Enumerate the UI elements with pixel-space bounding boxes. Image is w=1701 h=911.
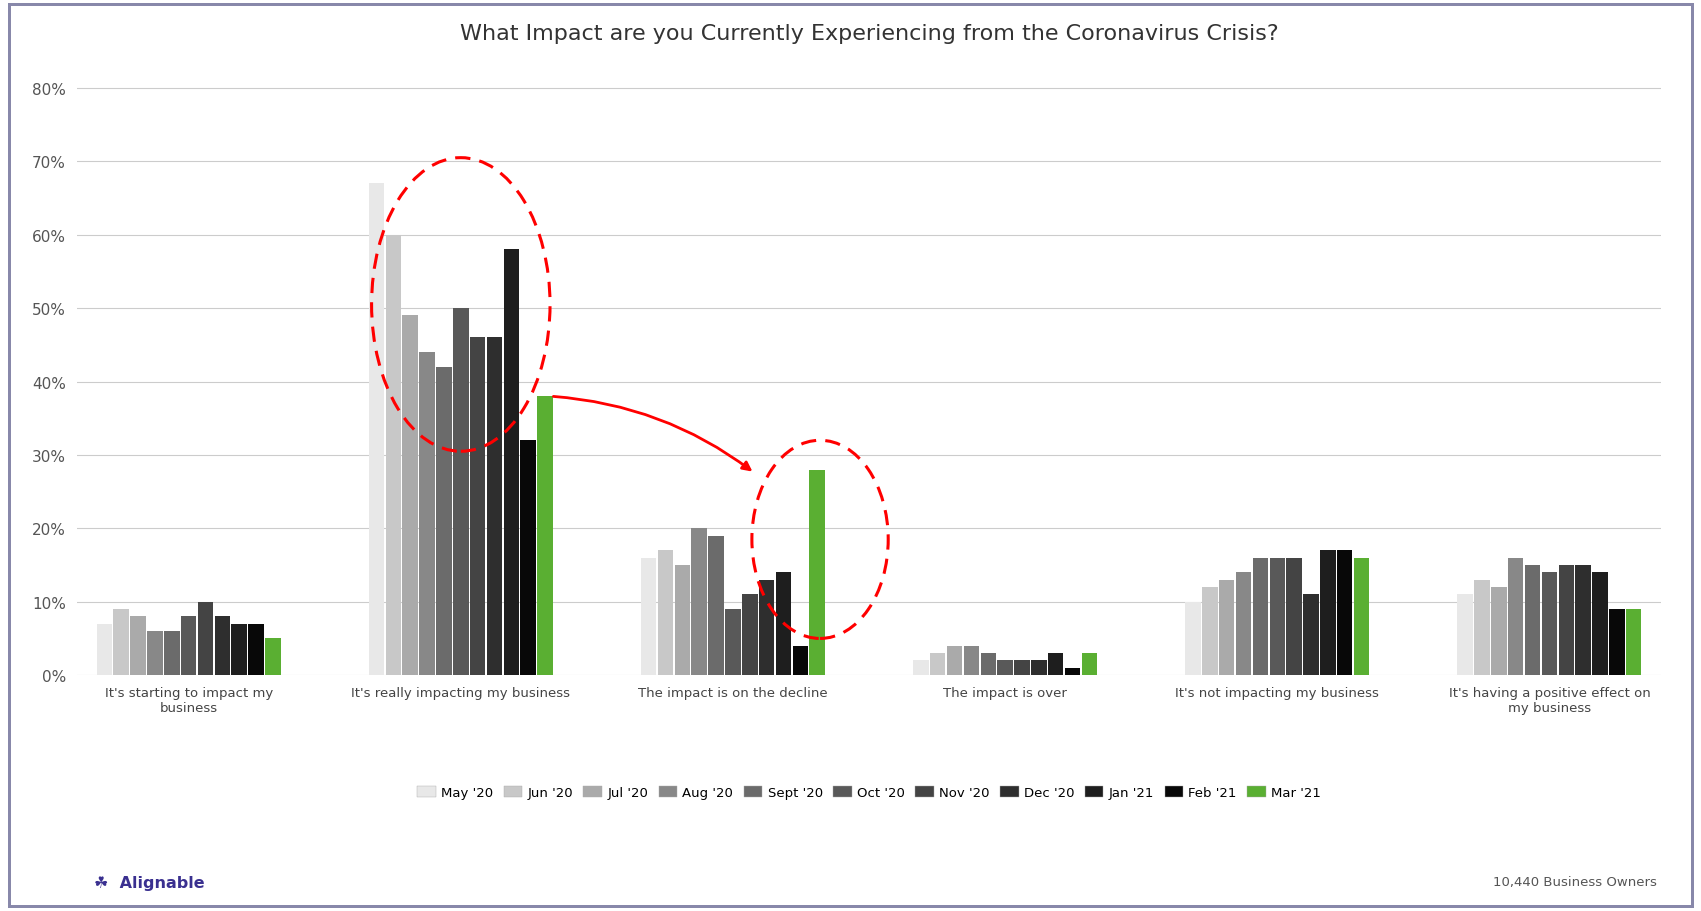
Bar bbox=[538, 397, 553, 675]
Bar bbox=[1492, 588, 1507, 675]
Bar bbox=[231, 624, 247, 675]
Bar bbox=[197, 602, 213, 675]
Bar bbox=[1082, 653, 1097, 675]
Bar bbox=[1286, 558, 1301, 675]
Bar bbox=[1626, 609, 1641, 675]
Bar bbox=[810, 470, 825, 675]
Bar bbox=[641, 558, 657, 675]
Bar bbox=[486, 338, 502, 675]
Legend: May '20, Jun '20, Jul '20, Aug '20, Sept '20, Oct '20, Nov '20, Dec '20, Jan '21: May '20, Jun '20, Jul '20, Aug '20, Sept… bbox=[412, 781, 1327, 804]
Bar bbox=[1524, 566, 1541, 675]
Bar bbox=[658, 551, 674, 675]
Bar bbox=[248, 624, 264, 675]
Text: 10,440 Business Owners: 10,440 Business Owners bbox=[1493, 875, 1657, 888]
Bar bbox=[1014, 660, 1029, 675]
Bar bbox=[1186, 602, 1201, 675]
Bar bbox=[386, 235, 401, 675]
Bar bbox=[675, 566, 691, 675]
Bar bbox=[148, 631, 163, 675]
Bar bbox=[1303, 595, 1318, 675]
Bar bbox=[1220, 580, 1235, 675]
Bar bbox=[1048, 653, 1063, 675]
Bar bbox=[1252, 558, 1269, 675]
Bar bbox=[97, 624, 112, 675]
Bar bbox=[1203, 588, 1218, 675]
Bar bbox=[776, 573, 791, 675]
Bar bbox=[420, 353, 435, 675]
Bar bbox=[1337, 551, 1352, 675]
Bar bbox=[997, 660, 1012, 675]
Bar bbox=[403, 316, 418, 675]
Bar bbox=[1575, 566, 1590, 675]
Bar bbox=[759, 580, 774, 675]
Bar bbox=[1509, 558, 1524, 675]
Bar bbox=[1320, 551, 1335, 675]
Bar bbox=[1065, 668, 1080, 675]
Bar bbox=[980, 653, 997, 675]
Bar bbox=[742, 595, 757, 675]
Bar bbox=[1031, 660, 1046, 675]
Bar bbox=[793, 646, 808, 675]
Bar bbox=[214, 617, 230, 675]
Bar bbox=[435, 367, 452, 675]
Bar bbox=[913, 660, 929, 675]
Bar bbox=[1237, 573, 1252, 675]
Bar bbox=[1458, 595, 1473, 675]
Bar bbox=[1269, 558, 1284, 675]
Bar bbox=[725, 609, 740, 675]
Bar bbox=[163, 631, 180, 675]
Title: What Impact are you Currently Experiencing from the Coronavirus Crisis?: What Impact are you Currently Experienci… bbox=[459, 24, 1279, 44]
Bar bbox=[265, 639, 281, 675]
Bar bbox=[369, 184, 384, 675]
Bar bbox=[692, 528, 708, 675]
Text: ☘  Alignable: ☘ Alignable bbox=[94, 875, 204, 890]
Bar bbox=[114, 609, 129, 675]
Bar bbox=[503, 251, 519, 675]
Bar bbox=[964, 646, 980, 675]
Bar bbox=[1354, 558, 1369, 675]
Bar bbox=[452, 309, 468, 675]
Bar bbox=[521, 441, 536, 675]
Bar bbox=[180, 617, 196, 675]
Bar bbox=[1541, 573, 1556, 675]
Bar bbox=[1475, 580, 1490, 675]
Bar bbox=[1609, 609, 1624, 675]
Bar bbox=[708, 536, 725, 675]
Bar bbox=[131, 617, 146, 675]
Bar bbox=[1558, 566, 1573, 675]
Bar bbox=[1592, 573, 1607, 675]
Bar bbox=[930, 653, 946, 675]
Bar bbox=[469, 338, 485, 675]
Bar bbox=[947, 646, 963, 675]
